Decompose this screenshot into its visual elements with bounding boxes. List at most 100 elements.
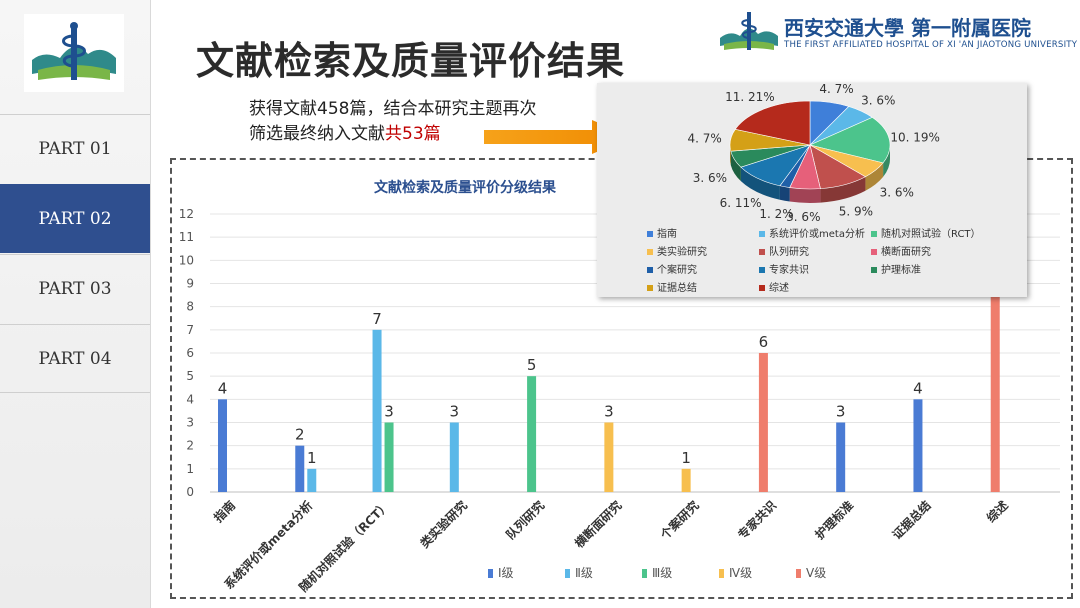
x-tick-label: 横断面研究 [571, 498, 624, 551]
bar [372, 329, 382, 492]
nav-part-01[interactable]: PART 01 [0, 114, 150, 183]
pie-data-label: 1. 2% [759, 207, 793, 221]
y-tick-label: 5 [186, 369, 194, 383]
bar [836, 422, 846, 492]
bar-data-label: 5 [527, 356, 537, 374]
summary-note: 获得文献458篇，结合本研究主题再次 筛选最终纳入文献共53篇 [249, 97, 536, 147]
pie-slice-side [740, 167, 780, 200]
bar [990, 237, 1000, 492]
legend-swatch [647, 285, 653, 291]
pie-legend-item: 系统评价或meta分析 [759, 225, 865, 240]
legend-swatch [759, 249, 765, 255]
bar [604, 422, 614, 492]
y-tick-label: 0 [186, 485, 194, 499]
pie-legend-item: 证据总结 [647, 279, 697, 294]
pie-slice-side [730, 151, 741, 182]
hospital-logo [24, 14, 124, 92]
sidebar: PART 01 PART 02 PART 03 PART 04 [0, 0, 151, 608]
bar [384, 422, 394, 492]
nav-part-02[interactable]: PART 02 [0, 184, 150, 253]
pie-chart: 4. 7%3. 6%10. 19%3. 6%5. 9%3. 6%1. 2%6. … [688, 82, 940, 224]
legend-label: Ⅰ级 [498, 566, 514, 580]
legend-label: 个案研究 [657, 265, 697, 276]
bar-data-label: 1 [307, 449, 317, 467]
pie-data-label: 4. 7% [688, 132, 722, 146]
y-tick-label: 12 [179, 207, 194, 221]
pie-legend-item: 类实验研究 [647, 243, 707, 258]
legend-swatch [647, 249, 653, 255]
hospital-brand: 西安交通大學 第一附属医院 THE FIRST AFFILIATED HOSPI… [718, 8, 1077, 58]
legend-swatch [759, 267, 765, 273]
x-tick-label: 综述 [983, 498, 1011, 526]
legend-label: 综述 [769, 283, 789, 294]
bar [758, 353, 768, 492]
legend-label: 队列研究 [769, 247, 809, 258]
bar-data-label: 6 [759, 333, 769, 351]
nav-part-03[interactable]: PART 03 [0, 254, 150, 323]
pie-slice [809, 117, 891, 164]
bar-data-label: 3 [384, 403, 394, 421]
pie-data-label: 10. 19% [890, 130, 940, 144]
pie-legend-item: 个案研究 [647, 261, 697, 276]
note-line-1: 获得文献458篇，结合本研究主题再次 [249, 99, 537, 119]
pie-legend-item: 队列研究 [759, 243, 809, 258]
pie-slice [734, 100, 811, 146]
page-title: 文献检索及质量评价结果 [196, 39, 626, 83]
pie-legend-item: 随机对照试验（RCT） [871, 225, 981, 240]
x-tick-label: 专家共识 [734, 498, 779, 543]
legend-label: Ⅱ级 [575, 566, 593, 580]
bar-data-label: 4 [913, 379, 923, 397]
pie-legend-item: 指南 [647, 225, 677, 240]
legend-label: 随机对照试验（RCT） [881, 229, 981, 240]
legend-swatch [871, 249, 877, 255]
bar-chart-title: 文献检索及质量评价分级结果 [374, 179, 557, 196]
legend-swatch [642, 569, 647, 578]
bar [307, 468, 317, 492]
legend-swatch [759, 231, 765, 237]
bar [449, 422, 459, 492]
pie-data-label: 4. 7% [819, 83, 853, 96]
nav-part-04[interactable]: PART 04 [0, 324, 150, 393]
y-tick-label: 1 [186, 462, 194, 476]
pie-slice-side [789, 187, 821, 203]
x-tick-label: 护理标准 [812, 498, 857, 543]
bar-data-label: 4 [218, 379, 228, 397]
legend-swatch [759, 285, 765, 291]
x-tick-label: 个案研究 [656, 498, 701, 543]
bar-data-label: 3 [604, 403, 614, 421]
brand-name-en: THE FIRST AFFILIATED HOSPITAL OF XI 'AN … [784, 40, 1078, 50]
pie-data-label: 5. 9% [839, 204, 873, 218]
pie-slice-side [865, 162, 884, 191]
legend-swatch [871, 231, 877, 237]
legend-swatch [647, 267, 653, 273]
y-tick-label: 10 [179, 253, 194, 267]
bar [218, 399, 227, 492]
legend-label: 横断面研究 [881, 247, 931, 258]
y-tick-label: 4 [186, 392, 194, 406]
bar-data-label: 3 [450, 403, 460, 421]
y-tick-label: 2 [186, 439, 194, 453]
pie-data-label: 3. 6% [693, 171, 727, 185]
legend-label: Ⅴ级 [806, 566, 826, 580]
legend-swatch [796, 569, 801, 578]
bar-data-label: 2 [295, 426, 305, 444]
legend-label: 证据总结 [657, 283, 697, 294]
legend-label: 系统评价或meta分析 [769, 229, 865, 240]
pie-data-label: 6. 11% [720, 196, 762, 210]
x-tick-label: 系统评价或meta分析 [221, 498, 315, 592]
y-tick-label: 9 [186, 277, 194, 291]
legend-label: 护理标准 [881, 265, 921, 276]
x-tick-label: 指南 [211, 498, 239, 526]
pie-legend-item: 护理标准 [871, 261, 921, 276]
brand-name-cn: 西安交通大學 第一附属医院 [784, 16, 1031, 40]
bar-data-label: 3 [836, 403, 846, 421]
legend-label: 专家共识 [769, 265, 809, 276]
arrow-right-icon [484, 120, 632, 154]
pie-legend-item: 横断面研究 [871, 243, 931, 258]
pie-chart-panel: 4. 7% 3. 6% 10. 19% 3. 6% 5. 9% 3. 6% 1. 2% 6. … [597, 82, 1027, 297]
legend-swatch [871, 267, 877, 273]
legend-label: Ⅳ级 [729, 566, 752, 580]
pie-slice-side [820, 176, 866, 203]
pie-slice-side [883, 145, 890, 177]
